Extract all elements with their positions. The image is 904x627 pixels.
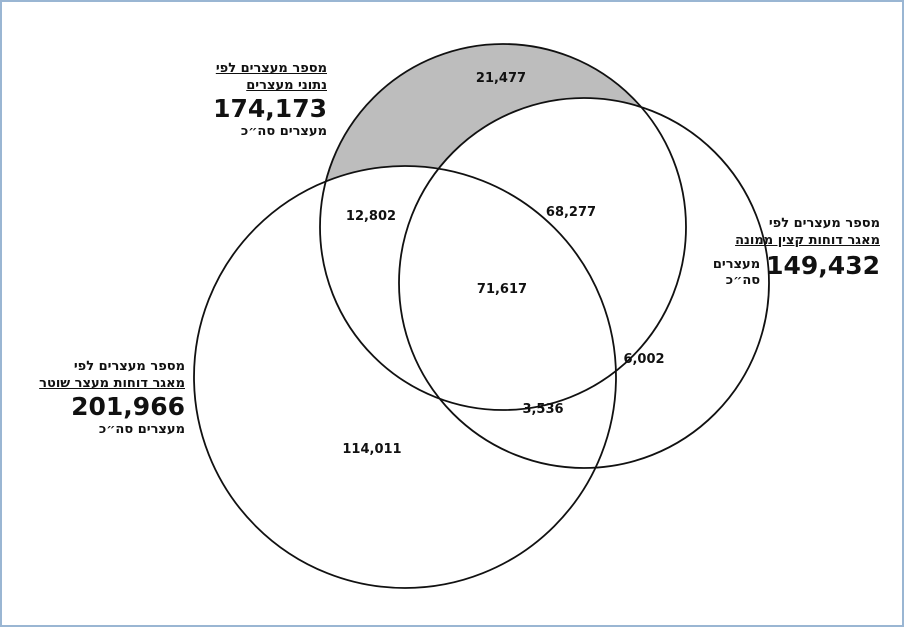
region-all-three-value: 71,617 — [477, 282, 527, 297]
region-only-detainee-value: 21,477 — [476, 71, 526, 86]
detainee-data-title-line1: מספר מעצרים לפי — [215, 61, 327, 76]
officer-reports-label: מספר מעצרים לפי מאגר דוחות קצין ממונה 14… — [700, 215, 880, 289]
officer-reports-title-line2: מאגר דוחות קצין ממונה — [735, 233, 880, 248]
region-detainee-officer-value: 68,277 — [546, 205, 596, 220]
region-only-officer-value: 6,002 — [623, 352, 664, 367]
detainee-data-total: 174,173 — [213, 94, 327, 123]
region-detainee-arrest-value: 12,802 — [346, 209, 396, 224]
officer-reports-unit-line1: מעצרים — [712, 257, 761, 272]
officer-reports-unit: מעצרים סה״כ — [713, 257, 760, 289]
arresting-officer-reports-title-line2: מאגר דוחות מעצר שוטר — [39, 376, 185, 391]
arresting-officer-reports-circle — [193, 165, 617, 589]
detainee-data-circle — [319, 43, 687, 411]
detainee-data-unit: מעצרים סה״כ — [240, 124, 327, 139]
arresting-officer-reports-label: מספר מעצרים לפי מאגר דוחות מעצר שוטר 201… — [10, 358, 185, 438]
arresting-officer-reports-title: מספר מעצרים לפי מאגר דוחות מעצר שוטר — [10, 358, 185, 392]
region-officer-arrest-value: 3,536 — [522, 402, 563, 417]
officer-reports-unit-line2: סה״כ — [725, 273, 761, 288]
arresting-officer-reports-unit: מעצרים סה״כ — [98, 422, 185, 437]
detainee-data-label: מספר מעצרים לפי נתוני מעצרים 174,173 מעצ… — [170, 60, 327, 140]
officer-reports-total: 149,432 — [766, 251, 880, 280]
arresting-officer-reports-title-line1: מספר מעצרים לפי — [73, 359, 185, 374]
officer-reports-title-line1: מספר מעצרים לפי — [768, 216, 880, 231]
detainee-data-title-line2: נתוני מעצרים — [246, 78, 327, 93]
officer-reports-circle — [398, 97, 770, 469]
region-only-arrest-value: 114,011 — [342, 442, 401, 457]
detainee-data-title: מספר מעצרים לפי נתוני מעצרים — [170, 60, 327, 94]
officer-reports-title: מספר מעצרים לפי מאגר דוחות קצין ממונה — [700, 215, 880, 249]
arresting-officer-reports-total: 201,966 — [71, 392, 185, 421]
